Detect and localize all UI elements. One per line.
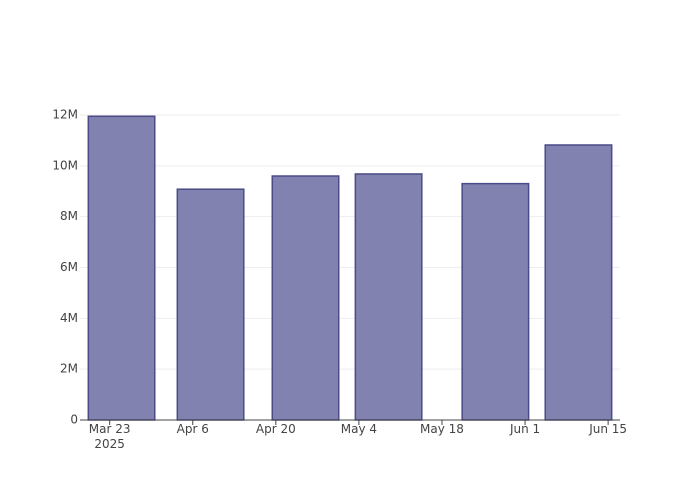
x-tick-label: May 4 — [340, 422, 378, 436]
y-tick-label: 8M — [60, 209, 78, 223]
y-tick-label: 4M — [60, 311, 78, 325]
bar — [176, 188, 245, 421]
y-tick-label: 10M — [52, 158, 78, 172]
y-tick-label: 12M — [52, 108, 78, 122]
x-tick-label: Apr 20 — [255, 422, 296, 436]
y-tick-label: 2M — [60, 362, 78, 376]
bar — [271, 175, 340, 421]
x-tick-label: May 18 — [420, 422, 464, 436]
bar — [544, 144, 613, 421]
y-tick-label: 0 — [70, 413, 78, 427]
bar — [461, 182, 530, 421]
y-tick-label: 6M — [60, 260, 78, 274]
x-tick-label: Jun 1 — [509, 422, 541, 436]
bar — [87, 115, 156, 421]
x-tick-label: Mar 23 2025 — [88, 422, 131, 451]
x-tick-label: Jun 15 — [589, 422, 628, 436]
x-tick-label: Apr 6 — [176, 422, 209, 436]
bar — [354, 173, 423, 421]
